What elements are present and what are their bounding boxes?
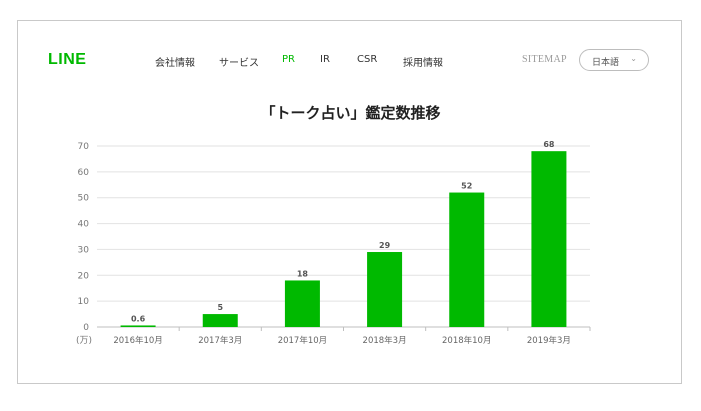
bar (202, 314, 238, 327)
language-selector[interactable]: 日本語 ⌄ (579, 49, 649, 71)
bar (449, 192, 485, 327)
bar (367, 252, 403, 327)
nav-recruit[interactable]: 採用情報 (403, 58, 443, 69)
y-tick-label: 10 (78, 297, 90, 307)
data-label: 68 (543, 140, 555, 149)
data-label: 52 (461, 182, 472, 191)
y-tick-label: 50 (78, 194, 90, 204)
y-tick-label: 0 (83, 323, 89, 333)
page-frame (17, 20, 682, 384)
bar (284, 280, 320, 327)
y-tick-label: 30 (78, 245, 90, 255)
bar (531, 151, 567, 327)
x-tick-label: 2019年3月 (527, 335, 571, 346)
y-tick-label: 60 (78, 168, 90, 178)
chevron-down-icon: ⌄ (630, 54, 637, 63)
nav-pr[interactable]: PR (282, 54, 295, 65)
chart-title: 「トーク占い」鑑定数推移 (260, 104, 441, 122)
sitemap-link[interactable]: SITEMAP (522, 54, 567, 65)
y-tick-label: 20 (78, 271, 90, 281)
data-label: 5 (217, 303, 223, 312)
nav-csr[interactable]: CSR (357, 54, 378, 65)
data-label: 0.6 (131, 314, 146, 323)
nav-ir[interactable]: IR (320, 54, 330, 65)
y-tick-label: 40 (78, 220, 90, 230)
x-tick-label: 2016年10月 (113, 335, 162, 346)
nav-company-info[interactable]: 会社情報 (155, 58, 195, 69)
data-label: 29 (379, 241, 391, 250)
data-label: 18 (297, 269, 309, 278)
line-logo[interactable]: LINE (48, 51, 87, 68)
x-tick-label: 2018年3月 (363, 335, 407, 346)
y-unit-label: (万) (76, 336, 92, 346)
x-tick-label: 2017年3月 (198, 335, 242, 346)
bar (120, 325, 156, 327)
language-value: 日本語 (592, 58, 620, 68)
x-tick-label: 2018年10月 (442, 335, 491, 346)
nav-services[interactable]: サービス (219, 58, 259, 69)
x-tick-label: 2017年10月 (278, 335, 327, 346)
y-tick-label: 70 (78, 142, 90, 152)
